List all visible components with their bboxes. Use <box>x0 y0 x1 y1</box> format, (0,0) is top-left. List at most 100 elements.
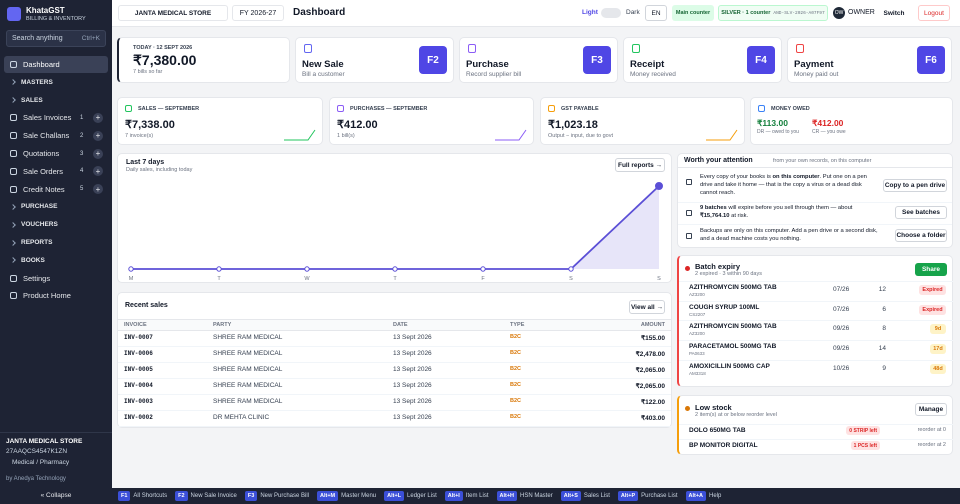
cell: SHREE RAM MEDICAL <box>213 350 283 357</box>
attention-emphasis: ₹15,764.10 <box>700 213 730 219</box>
chevron <box>10 221 16 228</box>
nav-count: 1 <box>80 114 84 121</box>
nav-add[interactable]: + <box>93 184 103 195</box>
attention-action[interactable]: Copy to a pen drive <box>883 179 947 192</box>
nav-add[interactable]: + <box>93 130 103 141</box>
nav-item[interactable]: Product Home <box>4 287 108 304</box>
collapse[interactable]: « Collapse <box>40 492 72 499</box>
nav-group[interactable]: VOUCHERS <box>4 216 108 233</box>
cell: SHREE RAM MEDICAL <box>213 398 283 405</box>
attention-action[interactable]: See batches <box>895 205 947 219</box>
point <box>480 266 486 272</box>
nav-group[interactable]: PURCHASE <box>4 198 108 215</box>
expiry: 09/26 <box>833 325 850 333</box>
stat-value: ₹1,023.18 <box>548 119 598 131</box>
nav-group[interactable]: SALES <box>4 92 108 109</box>
nav-icon <box>10 167 17 175</box>
switch-button[interactable]: Switch <box>883 9 905 17</box>
cell: INV-0006 <box>124 350 153 357</box>
attention-emphasis: 9 batches <box>700 205 727 211</box>
nav-group[interactable]: BOOKS <box>4 252 108 269</box>
chevron <box>10 239 16 246</box>
table-header-bg <box>118 319 671 331</box>
stock-left: 1 PCS left <box>850 441 880 450</box>
owed-note: CR — you owe <box>812 129 846 135</box>
shortcut[interactable]: Alt+I Item List <box>444 491 489 501</box>
shortcut[interactable]: Alt+P Purchase List <box>617 491 678 501</box>
action-key: F6 <box>917 46 945 74</box>
search-placeholder: Search anything <box>12 35 63 42</box>
shortcut[interactable]: Alt+M Master Menu <box>317 491 376 501</box>
attention-icon <box>686 179 692 185</box>
nav-count: 4 <box>80 168 84 175</box>
shortcut[interactable]: Alt+H HSN Master <box>496 491 553 501</box>
nav-item[interactable]: Quotations 3 + <box>4 145 108 162</box>
nav-add[interactable]: + <box>93 112 103 123</box>
shortcut[interactable]: Alt+A Help <box>685 491 721 501</box>
row-divider <box>118 362 671 363</box>
shortcut[interactable]: Alt+L Ledger List <box>384 491 437 501</box>
nav-label: Sale Challans <box>23 131 70 141</box>
sparkline <box>284 129 316 141</box>
attention-action[interactable]: Choose a folder <box>895 228 947 242</box>
nav-label: VOUCHERS <box>21 221 58 229</box>
divider <box>679 281 953 282</box>
quick-action[interactable]: Payment Money paid out F6 <box>787 37 952 83</box>
shortcut[interactable]: F3 New Purchase Bill <box>244 491 309 501</box>
nav-item[interactable]: Settings <box>4 270 108 287</box>
quick-action[interactable]: Receipt Money received F4 <box>623 37 782 83</box>
attention-segment: Backups are only on this computer. Add a… <box>700 228 878 242</box>
nav-add[interactable]: + <box>93 148 103 159</box>
shortcut[interactable]: F2 New Sale Invoice <box>175 491 237 501</box>
attention-segment: at risk. <box>729 213 749 219</box>
cell: B2C <box>510 414 522 420</box>
stat-label: MONEY OWED <box>771 106 810 112</box>
nav-group[interactable]: MASTERS <box>4 74 108 91</box>
divider <box>678 224 952 225</box>
table-link[interactable]: View all → <box>629 300 665 314</box>
theme-toggle[interactable] <box>601 8 621 18</box>
sparkline-line <box>284 129 316 141</box>
nav-item[interactable]: Sales Invoices 1 + <box>4 109 108 126</box>
attention-subtitle: from your own records, on this computer <box>773 158 872 164</box>
nav-item[interactable]: Dashboard <box>4 56 108 73</box>
action-icon <box>796 44 804 53</box>
share-button[interactable]: Share <box>915 263 947 276</box>
search-box[interactable]: Search anything Ctrl+K <box>6 30 106 47</box>
nav-group[interactable]: REPORTS <box>4 234 108 251</box>
action-icon <box>468 44 476 53</box>
shortcut-label: Sales List <box>583 493 610 499</box>
expiry: 10/26 <box>833 364 850 372</box>
cell: B2C <box>510 382 522 388</box>
column-header: INVOICE <box>124 322 147 328</box>
shortcut[interactable]: F1 All Shortcuts <box>118 491 167 501</box>
nav-item[interactable]: Sale Challans 2 + <box>4 127 108 144</box>
sparkline-line <box>495 129 527 141</box>
nav-add[interactable]: + <box>93 166 103 177</box>
language-select[interactable]: EN <box>645 5 667 21</box>
low-stock-card: Low stock 2 item(s) at or below reorder l… <box>677 395 953 455</box>
nav-label: MASTERS <box>21 78 53 86</box>
store-selector[interactable]: JANTA MEDICAL STORE <box>118 5 228 21</box>
chart-link[interactable]: Full reports → <box>615 158 665 172</box>
row-divider <box>118 378 671 379</box>
stat-note: 1 bill(s) <box>337 133 355 139</box>
logout-button[interactable]: Logout <box>918 5 950 21</box>
shortcut[interactable]: Alt+S Sales List <box>560 491 610 501</box>
cell: SHREE RAM MEDICAL <box>213 382 283 389</box>
point <box>304 266 310 272</box>
shortcut-key: Alt+A <box>685 491 707 501</box>
stat-icon <box>337 105 344 112</box>
plan: SILVER · 1 counter <box>721 10 771 16</box>
quick-action[interactable]: New Sale Bill a customer F2 <box>295 37 454 83</box>
batch-code: PA0633 <box>689 351 705 357</box>
cell: 13 Sept 2026 <box>393 350 432 357</box>
nav-icon <box>10 292 17 300</box>
manage-button[interactable]: Manage <box>915 403 947 416</box>
divider <box>679 300 953 302</box>
nav-item[interactable]: Sale Orders 4 + <box>4 163 108 180</box>
fy-selector[interactable]: FY 2026-27 <box>232 5 284 21</box>
nav-item[interactable]: Credit Notes 5 + <box>4 181 108 198</box>
quick-action[interactable]: Purchase Record supplier bill F3 <box>459 37 618 83</box>
sparkline-line <box>706 129 738 141</box>
